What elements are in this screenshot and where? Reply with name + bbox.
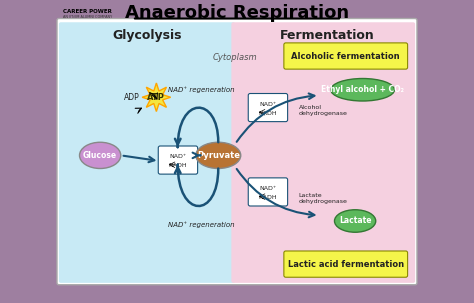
FancyBboxPatch shape xyxy=(57,18,417,285)
Text: ADP: ADP xyxy=(124,93,140,102)
FancyBboxPatch shape xyxy=(158,146,198,174)
Text: NAD⁺ regeneration: NAD⁺ regeneration xyxy=(168,86,235,93)
Text: Alcoholic fermentation: Alcoholic fermentation xyxy=(292,52,400,61)
Text: NADH: NADH xyxy=(258,111,277,116)
Text: AN IIT/IIM ALUMNI COMPANY: AN IIT/IIM ALUMNI COMPANY xyxy=(63,15,112,19)
Text: Lactate
dehydrogenase: Lactate dehydrogenase xyxy=(299,193,348,204)
Polygon shape xyxy=(142,83,171,112)
Text: CAREER POWER: CAREER POWER xyxy=(63,8,111,14)
FancyBboxPatch shape xyxy=(231,22,415,283)
Ellipse shape xyxy=(331,78,394,101)
Text: Alcohol
dehydrogenase: Alcohol dehydrogenase xyxy=(299,105,348,116)
Text: Fermentation: Fermentation xyxy=(280,29,374,42)
Text: NAD⁺: NAD⁺ xyxy=(169,154,186,159)
Text: Ethyl alcohol + CO₂: Ethyl alcohol + CO₂ xyxy=(321,85,404,94)
Text: NADH: NADH xyxy=(258,195,277,200)
Text: Lactic acid fermentation: Lactic acid fermentation xyxy=(288,260,404,269)
Text: Cytoplasm: Cytoplasm xyxy=(213,53,257,62)
Text: Pyruvate: Pyruvate xyxy=(197,151,240,160)
Text: NADH: NADH xyxy=(168,163,187,168)
FancyBboxPatch shape xyxy=(284,43,408,69)
Text: Glycolysis: Glycolysis xyxy=(112,29,182,42)
FancyBboxPatch shape xyxy=(59,22,235,283)
Ellipse shape xyxy=(80,142,121,168)
Text: Anaerobic Respiration: Anaerobic Respiration xyxy=(125,4,349,22)
Text: NAD⁺: NAD⁺ xyxy=(259,186,276,191)
FancyBboxPatch shape xyxy=(248,94,288,122)
Text: NAD⁺: NAD⁺ xyxy=(259,102,276,107)
Text: Glucose: Glucose xyxy=(83,151,117,160)
Ellipse shape xyxy=(335,210,376,232)
Ellipse shape xyxy=(196,142,241,168)
FancyBboxPatch shape xyxy=(284,251,408,277)
FancyBboxPatch shape xyxy=(248,178,288,206)
Text: Lactate: Lactate xyxy=(339,217,371,225)
Text: NAD⁺ regeneration: NAD⁺ regeneration xyxy=(168,221,235,228)
Text: ATP: ATP xyxy=(147,93,165,102)
